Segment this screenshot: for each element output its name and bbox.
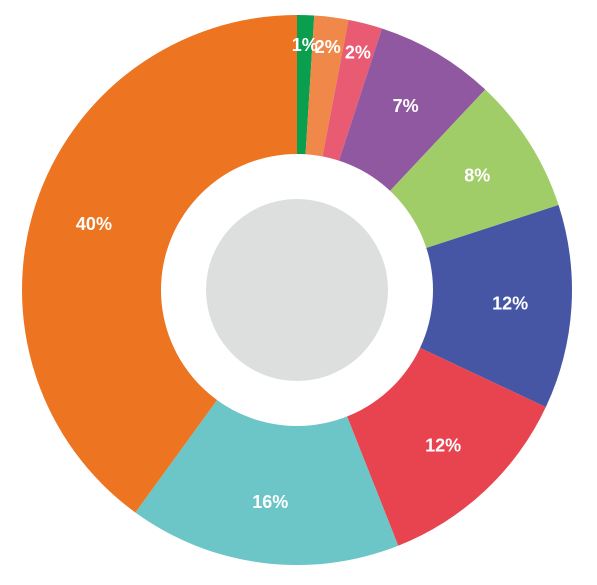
slice-label-8: 16% (252, 492, 288, 512)
slice-label-6: 12% (492, 293, 528, 313)
slice-label-4: 7% (393, 96, 419, 116)
slice-label-1: 1% (292, 35, 318, 55)
labels-layer: 1%2% 2%7%8%12%12%16%40% (76, 35, 528, 512)
center-disc (206, 199, 388, 381)
pie-slice-8 (135, 290, 399, 565)
pie-slice-6 (297, 205, 572, 408)
pie-slice-9 (21, 14, 297, 513)
slice-label-5: 8% (464, 166, 490, 186)
slice-label-7: 12% (425, 436, 461, 456)
slice-label-3: 2% (345, 43, 371, 63)
slice-label-2: 2% (315, 37, 341, 57)
slice-label-9: 40% (76, 214, 112, 234)
